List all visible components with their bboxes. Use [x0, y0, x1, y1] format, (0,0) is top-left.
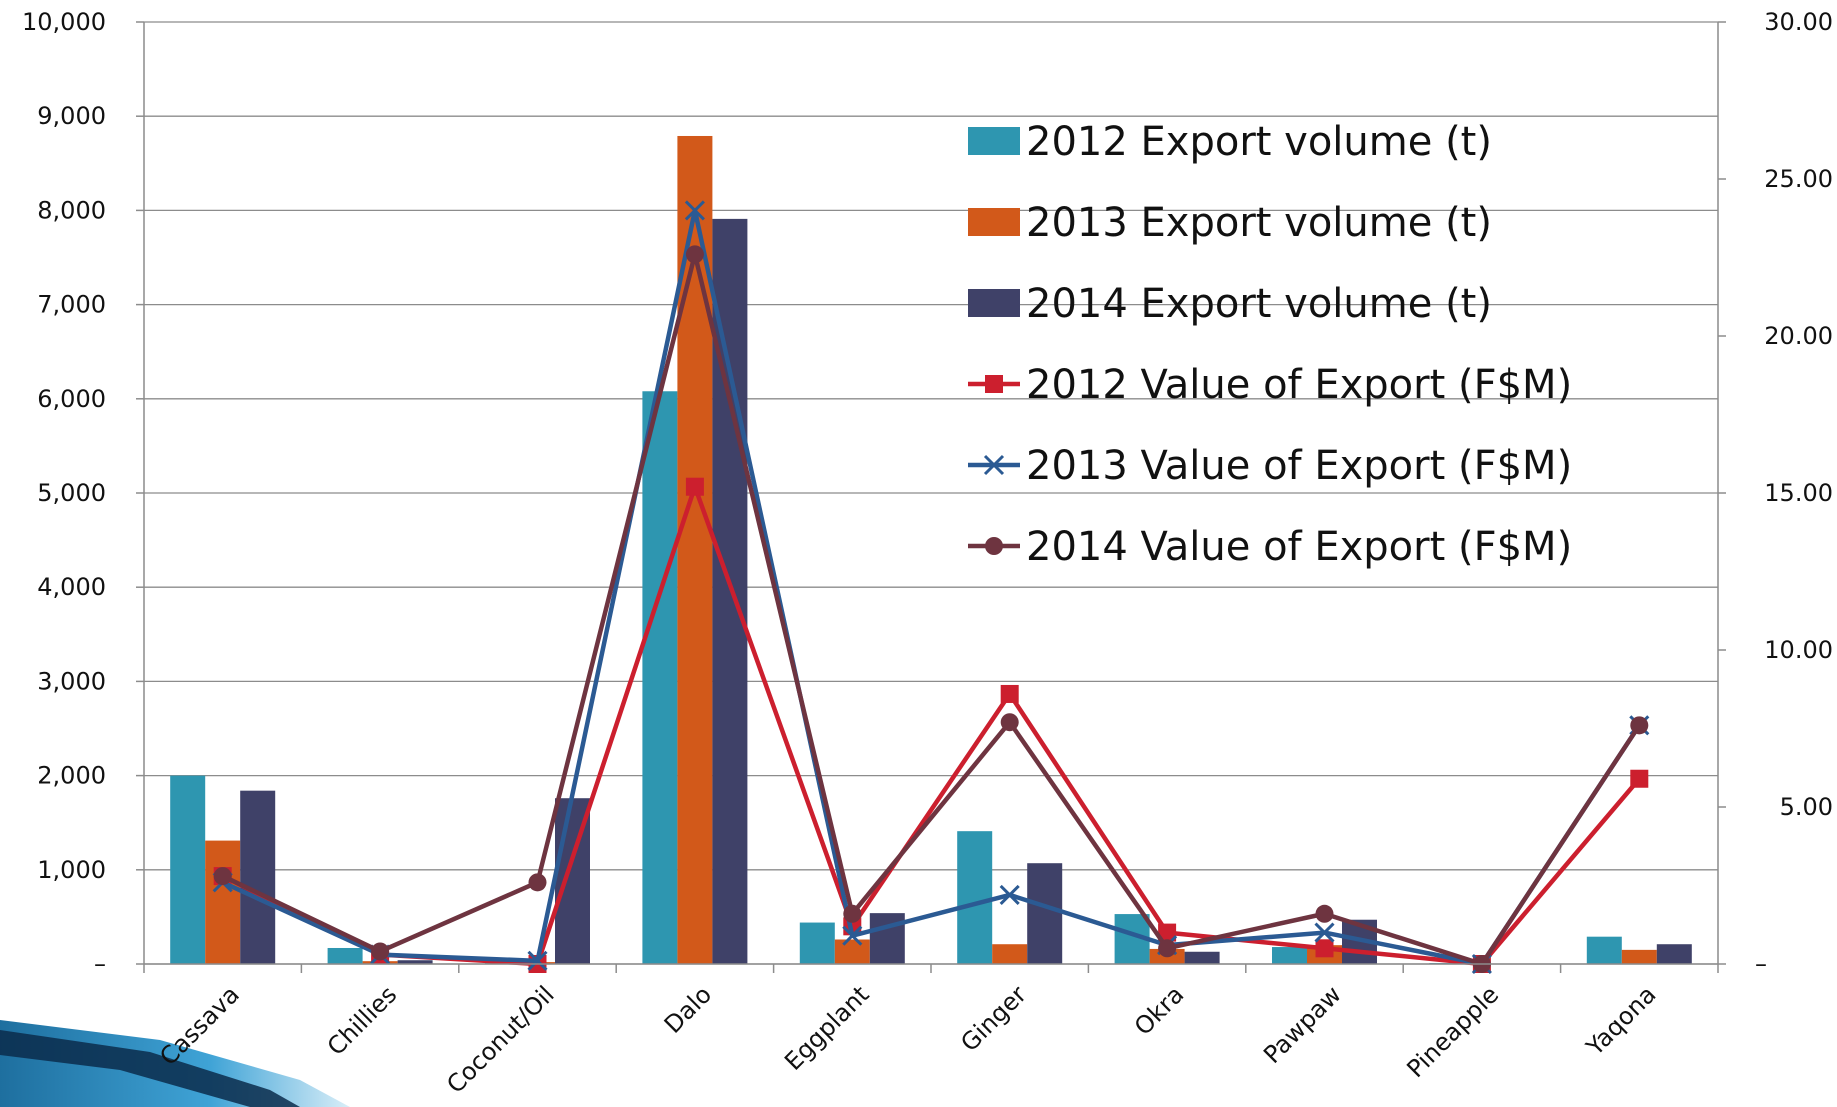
- circle-marker: [371, 942, 390, 961]
- y-left-tick-label: –: [94, 950, 106, 978]
- legend-label: 2014 Export volume (t): [1026, 281, 1492, 327]
- y-left-tick-label: 3,000: [37, 667, 106, 695]
- square-marker: [685, 477, 704, 496]
- x-marker: [999, 884, 1020, 905]
- bar: [799, 922, 835, 964]
- y-right-tick-label: 5.00: [1780, 793, 1833, 821]
- circle-marker: [213, 867, 232, 886]
- bar: [1272, 947, 1307, 964]
- series-line: [221, 208, 1642, 967]
- bar: [712, 218, 748, 965]
- x-marker: [684, 200, 705, 221]
- series-line: [221, 252, 1642, 967]
- x-category-label: Yaqona: [1580, 980, 1661, 1061]
- circle-marker: [1630, 716, 1649, 735]
- legend-label: 2014 Value of Export (F$M): [1026, 524, 1572, 570]
- x-category-label: Okra: [1129, 980, 1189, 1040]
- x-marker: [1314, 922, 1335, 943]
- bar: [992, 944, 1028, 964]
- bar: [957, 831, 993, 964]
- legend-label: 2012 Export volume (t): [1026, 119, 1492, 165]
- square-marker: [985, 375, 1003, 393]
- bar: [397, 960, 433, 964]
- square-marker: [1158, 923, 1177, 942]
- y-left-tick-label: 7,000: [37, 291, 106, 319]
- y-right-tick-label: –: [1755, 950, 1767, 978]
- legend-label: 2012 Value of Export (F$M): [1026, 362, 1572, 408]
- x-marker: [527, 950, 548, 971]
- square-marker: [1630, 769, 1649, 788]
- circle-marker: [1158, 939, 1177, 958]
- y-left-tick-label: 1,000: [37, 856, 106, 884]
- square-marker: [1315, 939, 1334, 958]
- bar: [327, 947, 363, 964]
- y-left-tick-label: 2,000: [37, 762, 106, 790]
- y-left-tick-label: 8,000: [37, 196, 106, 224]
- bar: [1027, 863, 1063, 964]
- y-right-tick-label: 20.00: [1764, 322, 1833, 350]
- circle-marker: [985, 537, 1003, 555]
- y-right-tick-label: 30.00: [1764, 8, 1833, 36]
- slide-corner-shadow: [0, 1030, 300, 1107]
- legend-label: 2013 Value of Export (F$M): [1026, 443, 1572, 489]
- y-left-tick-label: 10,000: [22, 8, 106, 36]
- y-left-tick-label: 9,000: [37, 102, 106, 130]
- y-right-tick-label: 25.00: [1764, 165, 1833, 193]
- y-left-tick-label: 6,000: [37, 385, 106, 413]
- x-category-label: Dalo: [659, 980, 717, 1038]
- bar: [1656, 944, 1692, 964]
- square-marker: [1000, 684, 1019, 703]
- legend-swatch: [968, 289, 1020, 317]
- y-right-tick-label: 15.00: [1764, 479, 1833, 507]
- bar: [869, 913, 905, 964]
- circle-marker: [528, 873, 547, 892]
- bar: [170, 775, 206, 964]
- circle-marker: [1000, 713, 1019, 732]
- legend-label: 2013 Export volume (t): [1026, 200, 1492, 246]
- x-category-label: Pawpaw: [1258, 980, 1347, 1069]
- circle-marker: [843, 904, 862, 923]
- x-marker: [983, 454, 1005, 476]
- circle-marker: [685, 245, 704, 264]
- bar: [834, 939, 870, 964]
- bar: [1621, 949, 1657, 964]
- circle-marker: [1315, 904, 1334, 923]
- bar: [642, 391, 678, 964]
- bar: [205, 840, 241, 964]
- x-marker: [842, 925, 863, 946]
- value-lines: [212, 200, 1650, 975]
- x-category-label: Eggplant: [779, 980, 874, 1075]
- y-left-tick-label: 5,000: [37, 479, 106, 507]
- bar: [1184, 951, 1220, 964]
- y-left-tick-label: 4,000: [37, 573, 106, 601]
- y-right-tick-label: 10.00: [1764, 636, 1833, 664]
- bar: [240, 790, 276, 964]
- legend-swatch: [968, 127, 1020, 155]
- x-category-label: Chillies: [322, 980, 403, 1061]
- x-category-label: Ginger: [955, 980, 1032, 1057]
- x-category-label: Coconut/Oil: [441, 980, 559, 1098]
- legend: 2012 Export volume (t) 2013 Export volume…: [968, 119, 1572, 570]
- bar: [1586, 936, 1622, 964]
- slide-corner-decoration: [0, 1020, 350, 1107]
- legend-swatch: [968, 208, 1020, 236]
- gridlines: [144, 21, 1718, 965]
- x-category-label: Pineapple: [1401, 980, 1504, 1083]
